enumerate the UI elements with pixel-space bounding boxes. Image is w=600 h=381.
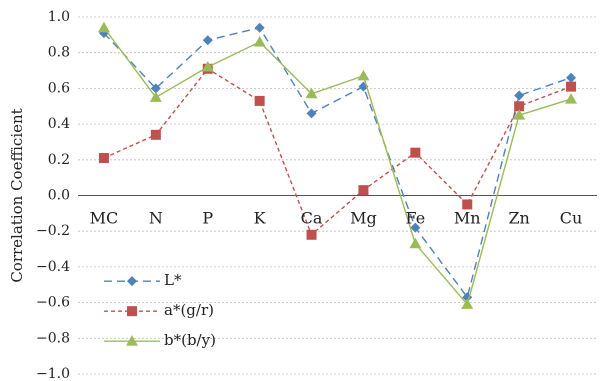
data-point-1-8 bbox=[514, 101, 525, 112]
legend-marker-1 bbox=[127, 306, 137, 317]
legend-entry: a*(g/r) bbox=[164, 301, 214, 319]
y-tick-label: −0.4 bbox=[36, 259, 70, 275]
data-point-2-4 bbox=[305, 87, 318, 99]
y-tick-labels: 1.0 0.8 0.6 0.4 0.2 0.0 −0.2 −0.4 −0.6 −0.8 −1.0 bbox=[36, 9, 70, 381]
y-tick-label: 0.2 bbox=[48, 152, 70, 168]
data-point-2-8 bbox=[513, 109, 526, 120]
category-label: Fe bbox=[405, 209, 425, 228]
data-point-2-3 bbox=[253, 35, 266, 47]
data-point-2-7 bbox=[461, 298, 474, 309]
y-tick-label: −0.2 bbox=[36, 223, 70, 239]
y-tick-label: 1.0 bbox=[48, 9, 70, 25]
data-point-0-9 bbox=[566, 72, 577, 83]
category-label: Zn bbox=[508, 209, 529, 228]
category-label: N bbox=[149, 209, 163, 228]
data-point-1-6 bbox=[410, 147, 421, 158]
data-point-0-4 bbox=[306, 108, 317, 119]
data-point-1-1 bbox=[150, 129, 161, 140]
y-tick-label: −1.0 bbox=[36, 366, 70, 381]
y-tick-label: −0.6 bbox=[36, 295, 70, 311]
data-point-1-9 bbox=[566, 81, 577, 92]
data-point-1-0 bbox=[98, 153, 109, 164]
y-tick-label: 0.4 bbox=[48, 116, 70, 132]
category-label: K bbox=[254, 209, 267, 228]
series-line-1 bbox=[103, 67, 572, 236]
data-point-2-5 bbox=[357, 69, 370, 81]
data-point-1-4 bbox=[306, 229, 317, 240]
data-point-0-6 bbox=[410, 222, 421, 233]
legend-entry: b*(b/y) bbox=[164, 331, 216, 349]
legend-marker-0 bbox=[127, 276, 137, 287]
category-label: Cu bbox=[560, 209, 583, 228]
legend: L* a*(g/r) b*(b/y) bbox=[104, 271, 216, 349]
y-tick-label: −0.8 bbox=[36, 330, 70, 346]
data-point-2-6 bbox=[409, 237, 422, 249]
category-label: P bbox=[202, 209, 213, 228]
data-point-2-9 bbox=[565, 93, 578, 104]
category-label: MC bbox=[90, 209, 119, 228]
data-point-0-3 bbox=[254, 22, 265, 33]
category-labels: MC N P K Ca Mg Fe Mn Zn Cu bbox=[90, 209, 583, 228]
category-label: Mn bbox=[454, 209, 481, 228]
series-line-0 bbox=[103, 26, 572, 299]
legend-entry: L* bbox=[164, 271, 182, 289]
series-line-2 bbox=[103, 27, 572, 306]
series-lines bbox=[97, 21, 578, 309]
gridlines bbox=[78, 16, 597, 375]
data-point-1-3 bbox=[254, 95, 265, 106]
legend-marker-2 bbox=[126, 335, 138, 346]
data-point-2-0 bbox=[97, 21, 110, 33]
y-tick-label: 0.6 bbox=[48, 80, 70, 96]
data-point-2-2 bbox=[201, 60, 214, 72]
category-label: Mg bbox=[350, 209, 377, 228]
y-axis-label: Correlation Coefficient bbox=[8, 108, 26, 282]
y-tick-label: 0.0 bbox=[48, 188, 70, 204]
data-point-1-7 bbox=[462, 199, 473, 210]
category-label: Ca bbox=[301, 209, 323, 228]
data-point-0-8 bbox=[514, 90, 525, 101]
data-point-2-1 bbox=[149, 91, 162, 102]
y-tick-label: 0.8 bbox=[48, 45, 70, 61]
data-point-0-1 bbox=[150, 83, 161, 94]
data-point-1-5 bbox=[358, 185, 369, 196]
data-point-0-2 bbox=[202, 35, 213, 46]
